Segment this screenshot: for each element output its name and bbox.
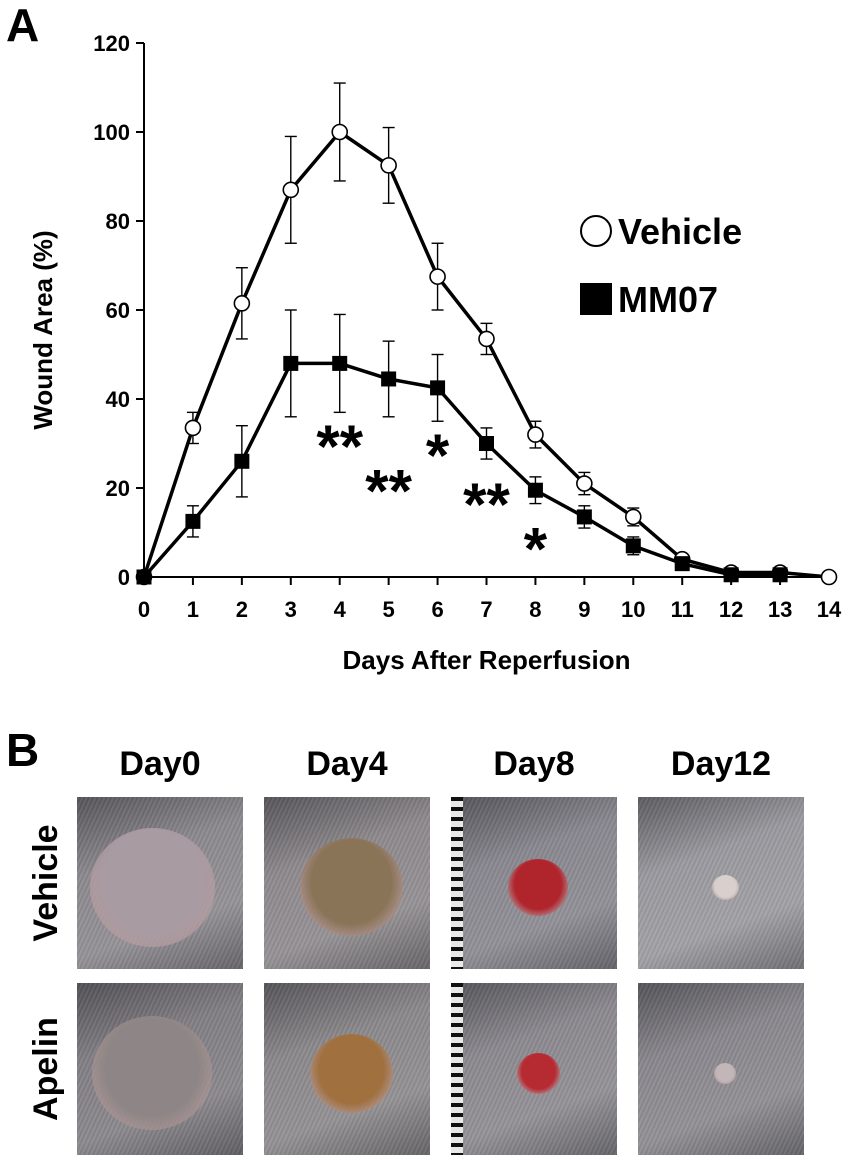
x-tick-label: 7 — [480, 597, 492, 622]
data-point-vehicle — [282, 181, 300, 199]
data-point-mm07 — [527, 482, 543, 498]
data-point-vehicle — [820, 568, 838, 586]
wound-photo-apelin-day12 — [638, 983, 804, 1155]
x-axis-title: Days After Reperfusion — [343, 645, 631, 675]
x-tick-label: 4 — [334, 597, 347, 622]
y-tick-label: 100 — [93, 120, 130, 145]
data-point-mm07 — [479, 436, 494, 451]
data-point-mm07 — [723, 567, 739, 583]
y-tick-label: 80 — [106, 209, 130, 234]
wound-photo-vehicle-day8 — [451, 797, 617, 969]
y-tick-label: 120 — [93, 31, 130, 56]
x-tick-label: 2 — [236, 597, 248, 622]
legend: Vehicle MM07 — [580, 211, 742, 320]
panel-letter-a: A — [6, 0, 40, 51]
wound-area — [92, 1016, 212, 1130]
column-label-day4: Day4 — [306, 745, 388, 783]
wound-area — [90, 828, 215, 947]
wound-area — [517, 1053, 560, 1094]
legend-label-mm07: MM07 — [618, 279, 718, 320]
x-tick-label: 14 — [817, 597, 842, 622]
wound-area — [508, 859, 568, 916]
data-point-mm07 — [625, 538, 641, 554]
data-point-mm07 — [136, 569, 152, 585]
legend-marker-mm07 — [580, 283, 612, 315]
series-line-mm07 — [142, 361, 781, 579]
x-tick-label: 10 — [621, 597, 645, 622]
significance-mark: * — [524, 515, 548, 582]
significance-mark: ** — [365, 458, 412, 525]
data-point-vehicle — [624, 508, 642, 526]
x-tick-label: 6 — [431, 597, 443, 622]
y-tick-label: 20 — [106, 476, 130, 501]
wound-photo-apelin-day4 — [264, 983, 430, 1155]
x-tick-label: 3 — [285, 597, 297, 622]
wound-area — [714, 1063, 736, 1084]
x-tick-label: 12 — [719, 597, 743, 622]
data-point-mm07 — [674, 556, 690, 572]
y-tick-label: 0 — [118, 565, 130, 590]
row-label-apelin: Apelin — [27, 1017, 65, 1121]
x-tick-label: 8 — [529, 597, 541, 622]
significance-mark: ** — [463, 471, 510, 538]
data-point-mm07 — [576, 509, 592, 525]
x-tick-label: 9 — [578, 597, 590, 622]
data-point-mm07 — [283, 355, 299, 371]
fur-texture — [451, 983, 617, 1155]
panel-letter-b: B — [6, 724, 40, 776]
data-point-vehicle — [478, 330, 495, 348]
significance-annotations: ******** — [316, 413, 547, 582]
significance-mark: * — [426, 422, 450, 489]
y-tick-label: 40 — [106, 387, 130, 412]
fur-texture — [638, 983, 804, 1155]
x-tick-label: 5 — [383, 597, 395, 622]
data-point-mm07 — [430, 380, 446, 396]
ruler-scale — [451, 797, 463, 969]
data-point-mm07 — [772, 567, 788, 583]
row-label-vehicle: Vehicle — [27, 824, 65, 942]
data-point-vehicle — [380, 157, 397, 174]
data-point-mm07 — [381, 371, 397, 387]
x-tick-label: 0 — [138, 597, 150, 622]
wound-area — [712, 875, 739, 900]
data-point-mm07 — [234, 453, 250, 469]
y-axis-title: Wound Area (%) — [28, 230, 58, 429]
data-point-vehicle — [184, 419, 202, 437]
wound-photo-apelin-day8 — [451, 983, 617, 1155]
wound-photo-vehicle-day4 — [264, 797, 430, 969]
wound-area — [310, 1034, 393, 1113]
data-point-mm07 — [332, 355, 348, 371]
legend-marker-vehicle — [580, 215, 612, 247]
wound-photo-vehicle-day12 — [638, 797, 804, 969]
data-point-vehicle — [331, 123, 349, 141]
series-mm07 — [136, 309, 788, 585]
wound-photo-apelin-day0 — [77, 983, 243, 1155]
data-point-vehicle — [527, 426, 544, 443]
column-label-day0: Day0 — [119, 745, 201, 783]
significance-mark: ** — [316, 413, 363, 480]
x-tick-label: 13 — [768, 597, 792, 622]
column-label-day12: Day12 — [670, 745, 772, 783]
ruler-scale — [451, 983, 463, 1155]
data-point-vehicle — [429, 268, 446, 285]
legend-label-vehicle: Vehicle — [618, 211, 742, 252]
wound-area — [300, 838, 403, 936]
y-tick-label: 60 — [106, 298, 130, 323]
x-tick-label: 11 — [671, 597, 694, 622]
series-layer — [135, 82, 838, 586]
data-point-mm07 — [185, 513, 201, 529]
column-label-day8: Day8 — [493, 745, 575, 783]
x-tick-label: 1 — [187, 597, 199, 622]
data-point-vehicle — [233, 295, 251, 312]
data-point-vehicle — [576, 475, 593, 492]
wound-photo-vehicle-day0 — [77, 797, 243, 969]
